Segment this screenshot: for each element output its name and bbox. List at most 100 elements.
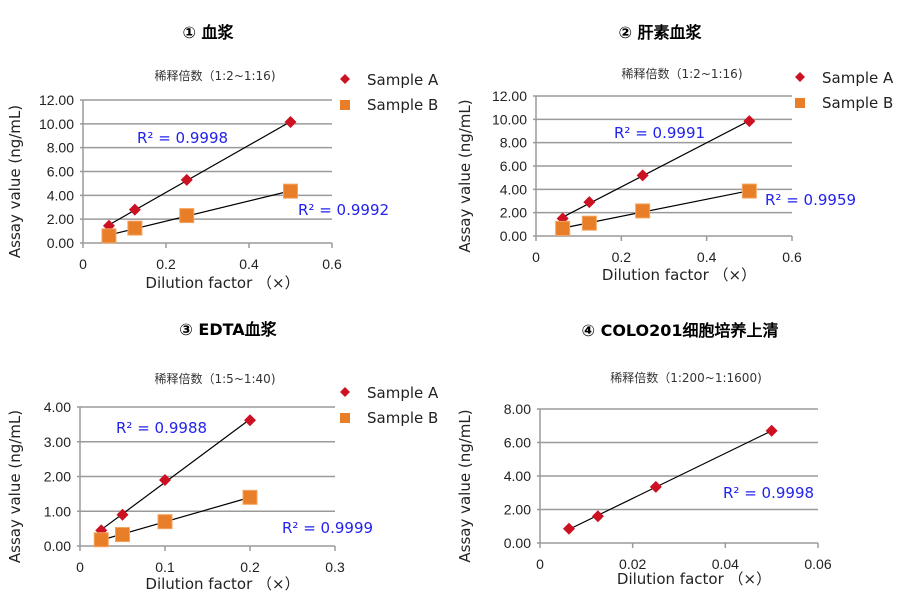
trendline-a <box>568 430 772 530</box>
data-point-sample-b <box>179 208 195 224</box>
y-tick-label: 0.00 <box>44 538 71 554</box>
y-tick-label: 2.00 <box>47 211 74 227</box>
y-tick-label: 10.00 <box>39 116 74 132</box>
x-tick-label: 0.4 <box>697 249 717 265</box>
y-axis-label: Assay value (ng/mL) <box>6 410 24 563</box>
y-axis-label: Assay value (ng/mL) <box>456 99 474 252</box>
x-tick-label: 0.2 <box>240 559 260 575</box>
x-tick-label: 0.4 <box>239 256 259 272</box>
x-axis-label: Dilution factor （×） <box>145 274 299 292</box>
data-point-sample-b <box>127 220 143 236</box>
y-tick-label: 4.00 <box>47 187 74 203</box>
y-axis-label: Assay value (ng/mL) <box>6 105 24 258</box>
x-tick-label: 0.6 <box>322 256 342 272</box>
y-tick-label: 6.00 <box>500 158 527 174</box>
chart-title: ④ COLO201细胞培养上清 <box>581 321 778 340</box>
y-tick-label: 6.00 <box>47 164 74 180</box>
chart-subtitle: 稀释倍数（1:200~1:1600) <box>610 370 762 385</box>
chart-subtitle: 稀释倍数（1:2~1:16) <box>155 68 276 83</box>
x-tick-label: 0.04 <box>712 556 739 572</box>
y-tick-label: 2.00 <box>500 205 527 221</box>
data-point-sample-b <box>555 220 571 236</box>
data-point-sample-a <box>743 115 756 128</box>
data-point-sample-b <box>115 527 130 543</box>
legend-label: Sample A <box>367 384 439 402</box>
x-axis-label: Dilution factor （×） <box>602 266 756 284</box>
y-tick-label: 8.00 <box>504 401 531 417</box>
y-tick-label: 8.00 <box>47 140 74 156</box>
y-tick-label: 4.00 <box>504 468 531 484</box>
data-point-sample-a <box>649 480 662 493</box>
legend-label: Sample A <box>822 69 894 87</box>
legend-label: Sample B <box>367 96 438 114</box>
y-tick-label: 12.00 <box>39 92 74 108</box>
x-axis-label: Dilution factor （×） <box>617 570 771 588</box>
data-point-sample-b <box>741 183 757 199</box>
data-point-sample-a <box>159 473 171 486</box>
data-point-sample-a <box>583 196 596 209</box>
y-tick-label: 0.00 <box>504 535 531 551</box>
data-point-sample-a <box>636 169 649 182</box>
data-point-sample-a <box>180 173 193 186</box>
r-squared-label: R² = 0.9959 <box>765 191 856 209</box>
legend-diamond-icon <box>340 387 350 397</box>
y-axis-label: Assay value (ng/mL) <box>456 409 474 562</box>
y-tick-label: 1.00 <box>44 503 71 519</box>
r-squared-label: R² = 0.9992 <box>298 201 389 219</box>
x-tick-label: 0.6 <box>782 249 802 265</box>
legend-label: Sample B <box>822 94 893 112</box>
chart-subtitle: 稀释倍数（1:2~1:16) <box>622 66 743 81</box>
y-tick-label: 12.00 <box>492 88 527 104</box>
x-tick-label: 0.3 <box>325 559 345 575</box>
data-point-sample-a <box>562 522 575 535</box>
x-tick-label: 0.2 <box>156 256 176 272</box>
legend-diamond-icon <box>795 72 805 82</box>
r-squared-label: R² = 0.9998 <box>137 129 228 147</box>
x-tick-label: 0.2 <box>612 249 632 265</box>
legend-label: Sample B <box>367 409 438 427</box>
data-point-sample-a <box>128 203 141 216</box>
data-point-sample-a <box>284 116 297 129</box>
data-point-sample-a <box>591 510 604 523</box>
y-tick-label: 4.00 <box>44 399 71 415</box>
x-tick-label: 0 <box>76 559 84 575</box>
y-tick-label: 0.00 <box>500 228 527 244</box>
legend-square-icon <box>795 98 805 108</box>
r-squared-label: R² = 0.9991 <box>614 124 705 142</box>
y-tick-label: 2.00 <box>504 502 531 518</box>
y-tick-label: 4.00 <box>500 181 527 197</box>
data-point-sample-b <box>581 215 597 231</box>
r-squared-label: R² = 0.9998 <box>723 484 814 502</box>
data-point-sample-b <box>242 489 258 505</box>
y-tick-label: 10.00 <box>492 111 527 127</box>
r-squared-label: R² = 0.9999 <box>282 519 373 537</box>
chart-title: ③ EDTA血浆 <box>179 320 277 339</box>
chart-title: ① 血浆 <box>182 23 234 42</box>
data-point-sample-a <box>765 424 778 437</box>
x-tick-label: 0.1 <box>155 559 175 575</box>
y-tick-label: 8.00 <box>500 135 527 151</box>
data-point-sample-b <box>101 228 117 244</box>
trendline-a <box>108 121 291 226</box>
data-point-sample-b <box>283 183 298 199</box>
data-point-sample-a <box>244 414 256 427</box>
data-point-sample-a <box>116 508 129 521</box>
x-tick-label: 0 <box>79 256 87 272</box>
x-tick-label: 0.06 <box>804 556 831 572</box>
y-tick-label: 3.00 <box>44 434 71 450</box>
legend-label: Sample A <box>367 71 439 89</box>
y-tick-label: 0.00 <box>47 235 74 251</box>
data-point-sample-b <box>635 203 651 219</box>
legend-diamond-icon <box>340 74 350 84</box>
x-tick-label: 0.02 <box>619 556 646 572</box>
legend-square-icon <box>340 100 350 110</box>
y-tick-label: 6.00 <box>504 435 531 451</box>
x-tick-label: 0 <box>532 249 540 265</box>
legend-square-icon <box>340 413 350 423</box>
data-point-sample-b <box>157 514 173 530</box>
x-axis-label: Dilution factor （×） <box>145 575 299 593</box>
x-tick-label: 0 <box>536 556 544 572</box>
